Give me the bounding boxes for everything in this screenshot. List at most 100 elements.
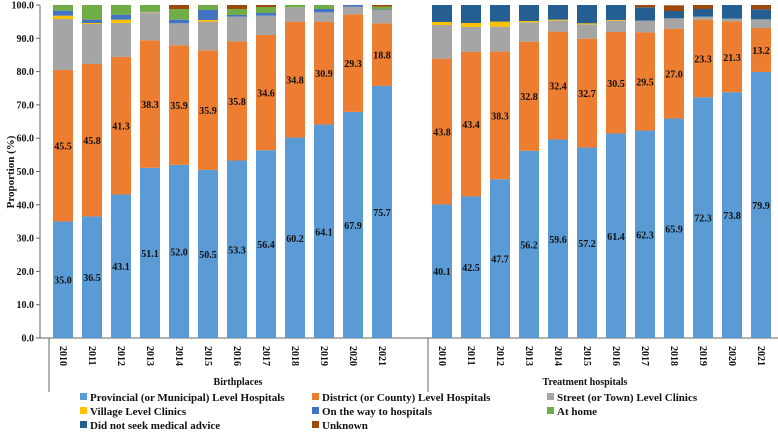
data-label: 61.4 [607, 232, 625, 243]
data-label: 56.2 [520, 240, 538, 251]
data-label: 73.8 [723, 211, 741, 222]
x-tick-label: 2019 [697, 346, 708, 366]
bar-segment [169, 8, 189, 20]
data-label: 35.9 [170, 101, 188, 112]
bar-segment [111, 5, 131, 15]
data-label: 79.9 [752, 201, 770, 212]
legend-swatch [80, 407, 87, 414]
bar-segment [372, 5, 392, 7]
bar-segment [461, 51, 481, 197]
legend-swatch [80, 393, 87, 400]
data-label: 29.3 [344, 59, 362, 70]
bar-segment [577, 5, 597, 24]
bar-segment [53, 221, 73, 338]
data-label: 62.3 [636, 230, 654, 241]
bar-segment [693, 97, 713, 338]
legend-label: Unknown [322, 420, 368, 432]
data-label: 38.3 [141, 100, 159, 111]
bar-segment [198, 19, 218, 22]
bar-segment [140, 167, 160, 338]
bar-segment [82, 63, 102, 217]
bar-segment [664, 28, 684, 119]
data-label: 34.8 [286, 76, 304, 87]
bar-segment [256, 15, 276, 35]
x-tick-label: 2021 [755, 346, 766, 366]
bar-segment [285, 7, 305, 22]
data-label: 35.9 [199, 106, 217, 117]
bar-segment [722, 5, 742, 19]
y-tick-label: 60.0 [17, 134, 35, 145]
data-label: 52.0 [170, 247, 188, 258]
x-tick-label: 2018 [668, 346, 679, 366]
legend-label: Street (or Town) Level Clinics [557, 392, 698, 404]
bar-segment [198, 50, 218, 170]
data-label: 41.3 [112, 122, 130, 133]
data-label: 56.4 [257, 240, 275, 251]
x-tick-label: 2014 [173, 346, 184, 366]
legend-label: On the way to hospitals [322, 406, 433, 418]
bar-segment [198, 169, 218, 338]
data-label: 35.0 [54, 276, 72, 287]
y-tick-label: 30.0 [17, 234, 35, 245]
bar-segment [256, 150, 276, 338]
data-label: 67.9 [344, 221, 362, 232]
bar-segment [461, 196, 481, 338]
bar-segment [227, 5, 247, 9]
data-label: 23.3 [694, 54, 712, 65]
legend-swatch [547, 407, 554, 414]
bar-segment [343, 5, 363, 7]
bar-segment [432, 21, 452, 25]
data-label: 47.7 [491, 255, 509, 266]
bar-segment [169, 164, 189, 338]
bar-segment [606, 19, 626, 21]
y-axis-label: Proportion (%) [5, 135, 17, 208]
bar-segment [693, 5, 713, 9]
y-tick-label: 90.0 [17, 34, 35, 45]
bar-segment [664, 5, 684, 11]
bar-segment [432, 204, 452, 338]
data-label: 36.5 [83, 273, 101, 284]
bar-segment [548, 139, 568, 338]
bar-segment [606, 5, 626, 20]
legend-label: Village Level Clinics [90, 406, 187, 418]
bar-segment [635, 130, 655, 338]
bar-segment [82, 5, 102, 20]
legend-label: At home [557, 406, 597, 418]
bar-segment [227, 41, 247, 161]
data-label: 18.8 [373, 51, 391, 62]
legend-swatch [312, 393, 319, 400]
y-tick-label: 0.0 [22, 334, 35, 345]
bar-segment [53, 69, 73, 222]
bar-segment [53, 18, 73, 70]
bar-segment [372, 9, 392, 24]
bar-segment [343, 6, 363, 15]
bar-segment [169, 5, 189, 9]
bar-segment [140, 40, 160, 168]
bar-segment [198, 9, 218, 20]
bar-segment [490, 21, 510, 27]
bar-segment [635, 32, 655, 131]
y-tick-label: 80.0 [17, 67, 35, 78]
y-tick-label: 70.0 [17, 100, 35, 111]
bar-segment [577, 38, 597, 148]
bar-segment [227, 16, 247, 42]
bar-segment [664, 118, 684, 338]
bar-segment [285, 137, 305, 338]
x-tick-label: 2011 [465, 346, 476, 365]
bar-segment [461, 22, 481, 27]
bar-segment [606, 133, 626, 338]
bar-segment [693, 8, 713, 17]
bar-segment [111, 19, 131, 23]
bar-segment [343, 111, 363, 338]
data-label: 64.1 [315, 227, 333, 238]
data-label: 30.9 [315, 69, 333, 80]
x-tick-label: 2017 [260, 346, 271, 366]
bar-segment [751, 5, 771, 10]
x-tick-label: 2020 [726, 346, 737, 366]
bar-segment [111, 56, 131, 195]
data-label: 65.9 [665, 224, 683, 235]
data-label: 53.3 [228, 245, 246, 256]
data-label: 32.4 [549, 82, 567, 93]
bar-segment [285, 5, 305, 8]
bar-segment [461, 5, 481, 23]
